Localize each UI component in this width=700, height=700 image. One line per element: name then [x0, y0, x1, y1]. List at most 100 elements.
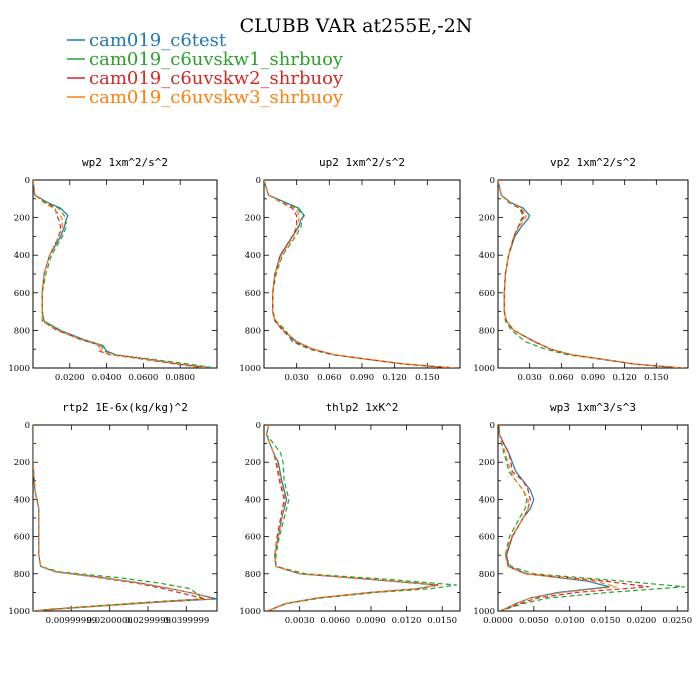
chart-panel: vp2 1xm^2/s^2 0 200 400 600 800 1000 0.030 0.060… [473, 156, 689, 383]
chart-title: vp2 1xm^2/s^2 [550, 156, 636, 169]
x-tick-label: 0.120 [382, 373, 406, 383]
x-tick-label: 0.0400 [92, 373, 122, 383]
y-tick-label: 0 [256, 421, 261, 431]
legend-entry: cam019_c6uvskw2_shrbuoy [89, 68, 344, 89]
x-tick-label: 0.120 [612, 373, 636, 383]
legend-entry: cam019_c6test [89, 30, 227, 51]
chart-title: wp3 1xm^3/s^3 [550, 401, 636, 414]
x-tick-label: 0.0060 [320, 616, 350, 626]
series-line [498, 425, 650, 611]
x-tick-label: 0.0000 [483, 616, 513, 626]
y-tick-label: 200 [14, 214, 30, 224]
y-tick-label: 800 [479, 326, 495, 336]
y-tick-label: 1000 [239, 607, 261, 617]
series-line [498, 425, 686, 611]
y-tick-label: 800 [245, 326, 261, 336]
x-tick-label: 0.0150 [427, 616, 457, 626]
series-line [498, 180, 683, 368]
y-tick-label: 0 [490, 421, 495, 431]
y-tick-label: 0 [256, 176, 261, 186]
x-tick-label: 0.060 [317, 373, 341, 383]
x-tick-label: 0.150 [415, 373, 439, 383]
chart-panel: thlp2 1xK^2 0 200 400 600 800 1000 0.0030 0.0060… [239, 401, 461, 626]
y-tick-label: 800 [245, 570, 261, 580]
x-tick-label: 0.0800 [165, 373, 195, 383]
y-tick-label: 1000 [8, 364, 30, 374]
series-line [33, 180, 208, 368]
x-tick-label: 0.150 [644, 373, 668, 383]
series-line [33, 180, 214, 368]
plot-frame [497, 179, 689, 369]
chart-title: up2 1xm^2/s^2 [319, 156, 405, 169]
y-tick-label: 800 [14, 326, 30, 336]
x-tick-label: 0.0100 [555, 616, 585, 626]
series-line [33, 425, 203, 611]
y-tick-label: 600 [479, 289, 495, 299]
legend-entry: cam019_c6uvskw3_shrbuoy [89, 87, 344, 108]
series-line [33, 425, 214, 611]
y-tick-label: 0 [25, 421, 30, 431]
y-tick-label: 600 [14, 289, 30, 299]
chart-panel: up2 1xm^2/s^2 0 200 400 600 800 1000 0.030 0.060… [239, 156, 461, 383]
y-tick-label: 800 [14, 570, 30, 580]
chart-panel: wp2 1xm^2/s^2 0 200 400 600 800 1000 0.0200 0.04… [8, 156, 218, 383]
y-tick-label: 400 [245, 251, 261, 261]
series-line [265, 425, 441, 611]
y-tick-label: 0 [25, 176, 30, 186]
x-tick-label: 0.0120 [392, 616, 422, 626]
x-tick-label: 0.090 [350, 373, 374, 383]
x-tick-label: 0.0200 [55, 373, 85, 383]
y-tick-label: 0 [490, 176, 495, 186]
chart-title: thlp2 1xK^2 [326, 401, 399, 414]
x-tick-label: 0.0200 [627, 616, 657, 626]
series-line [33, 425, 207, 611]
x-tick-label: 0.030 [284, 373, 308, 383]
series-line [498, 180, 683, 368]
x-tick-label: 0.0030 [285, 616, 315, 626]
y-tick-label: 400 [14, 251, 30, 261]
x-tick-label: 0.0090 [356, 616, 386, 626]
series-line [264, 180, 455, 368]
y-tick-label: 1000 [473, 607, 495, 617]
x-tick-label: 0.0050 [519, 616, 549, 626]
series-line [33, 425, 217, 611]
chart-panel: rtp2 1E-6x(kg/kg)^2 0 200 400 600 800 1000 0.00… [8, 401, 218, 626]
x-tick-label: 0.060 [549, 373, 573, 383]
x-tick-label: 0.0150 [591, 616, 621, 626]
chart-title: wp2 1xm^2/s^2 [82, 156, 168, 169]
x-tick-label: 0.00999999 [46, 616, 97, 626]
x-tick-label: 0.0399999 [163, 616, 209, 626]
y-tick-label: 1000 [8, 607, 30, 617]
x-tick-label: 0.0299999 [125, 616, 171, 626]
x-tick-label: 0.0600 [129, 373, 159, 383]
y-tick-label: 400 [479, 251, 495, 261]
series-line [264, 180, 455, 368]
x-tick-label: 0.090 [581, 373, 605, 383]
x-tick-label: 0.0250 [662, 616, 692, 626]
series-line [498, 180, 683, 368]
series-line [498, 425, 617, 611]
y-tick-label: 1000 [473, 364, 495, 374]
chart-title: rtp2 1E-6x(kg/kg)^2 [62, 401, 188, 414]
y-tick-label: 800 [479, 570, 495, 580]
series-line [498, 425, 610, 611]
series-line [265, 425, 437, 611]
y-tick-label: 600 [245, 289, 261, 299]
y-tick-label: 600 [479, 533, 495, 543]
y-tick-label: 200 [245, 214, 261, 224]
y-tick-label: 600 [245, 533, 261, 543]
y-tick-label: 1000 [239, 364, 261, 374]
chart-panels: wp2 1xm^2/s^2 0 200 400 600 800 1000 0.0200 0.04… [8, 156, 692, 626]
y-tick-label: 200 [14, 458, 30, 468]
legend: cam019_c6testcam019_c6uvskw1_shrbuoycam0… [67, 30, 344, 108]
y-tick-label: 400 [479, 495, 495, 505]
plot-frame [32, 424, 218, 612]
x-tick-label: 0.030 [517, 373, 541, 383]
series-line [498, 180, 683, 368]
y-tick-label: 200 [245, 458, 261, 468]
series-line [265, 425, 457, 611]
y-tick-label: 400 [14, 495, 30, 505]
x-tick-label: 0.0200000 [87, 616, 133, 626]
figure-title: CLUBB VAR at255E,-2N [240, 15, 473, 37]
